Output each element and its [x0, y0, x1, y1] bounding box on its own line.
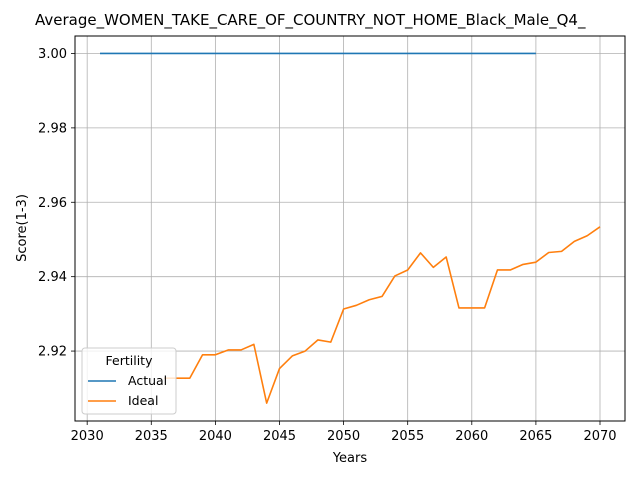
y-tick-label: 2.92 [38, 345, 67, 360]
x-tick-label: 2065 [519, 429, 552, 444]
y-tick-label: 2.98 [38, 121, 67, 136]
legend-label-actual: Actual [128, 373, 167, 388]
x-tick-label: 2045 [263, 429, 296, 444]
x-tick-label: 2050 [327, 429, 360, 444]
x-tick-label: 2035 [135, 429, 168, 444]
chart-title: Average_WOMEN_TAKE_CARE_OF_COUNTRY_NOT_H… [35, 11, 586, 30]
x-tick-label: 2070 [583, 429, 616, 444]
x-tick-label: 2030 [71, 429, 104, 444]
x-axis-label: Years [332, 451, 368, 466]
legend-title: Fertility [106, 353, 154, 368]
y-axis-label: Score(1-3) [15, 194, 30, 262]
legend-label-ideal: Ideal [128, 393, 158, 408]
y-tick-label: 2.94 [38, 270, 67, 285]
legend-box [81, 347, 177, 415]
y-tick-label: 3.00 [38, 47, 67, 62]
legend: Fertility Actual Ideal [81, 347, 177, 415]
x-tick-label: 2040 [199, 429, 232, 444]
series-line-ideal [164, 226, 601, 404]
x-axis: 2030 2035 2040 2045 2050 2055 2060 2065 2070 [71, 421, 617, 444]
series-lines [100, 52, 601, 404]
y-tick-label: 2.96 [38, 196, 67, 211]
x-tick-label: 2060 [455, 429, 488, 444]
y-axis: 2.92 2.94 2.96 2.98 3.00 [38, 47, 75, 360]
x-tick-label: 2055 [391, 429, 424, 444]
plot-area-frame [74, 35, 626, 422]
